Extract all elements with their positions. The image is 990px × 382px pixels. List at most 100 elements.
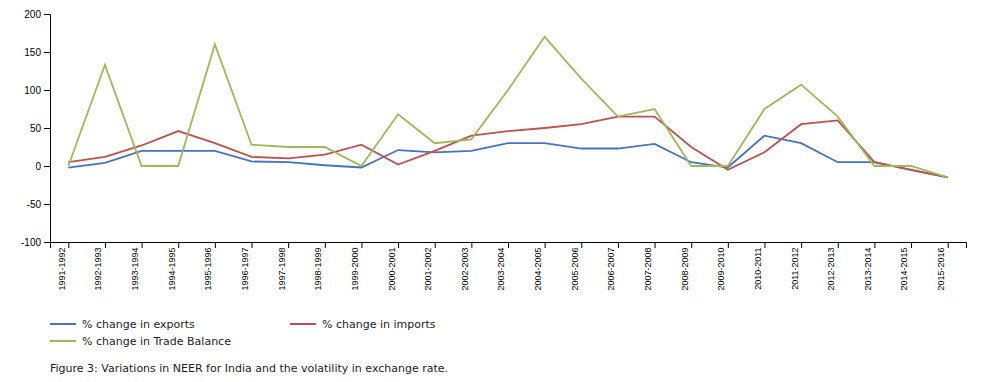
x-tick-mark xyxy=(545,242,546,248)
x-tick-mark xyxy=(471,242,472,248)
series-line xyxy=(68,136,947,178)
x-tick-label: 1993-1994 xyxy=(130,247,140,290)
x-tick-mark xyxy=(728,242,729,248)
x-tick-mark xyxy=(252,242,253,248)
x-tick-mark xyxy=(68,242,69,248)
x-tick: 2001-2002 xyxy=(423,242,435,290)
x-tick-label: 2015-2016 xyxy=(936,247,946,290)
x-tick: 2010-2011 xyxy=(753,242,765,290)
x-tick: 2005-2006 xyxy=(570,242,582,290)
x-tick: 1998-1999 xyxy=(313,242,325,290)
x-tick-mark xyxy=(508,242,509,248)
x-tick-label: 1997-1998 xyxy=(277,247,287,290)
x-tick-label: 1992-1993 xyxy=(93,247,103,290)
x-tick: 2009-2010 xyxy=(716,242,728,290)
x-tick-label: 1999-2000 xyxy=(350,247,360,290)
y-tick: 150 xyxy=(24,47,50,58)
x-tick: 1999-2000 xyxy=(350,242,362,290)
x-tick: 1997-1998 xyxy=(277,242,289,290)
plot: -100-500501001502001991-19921992-1993199… xyxy=(21,9,967,291)
x-tick-label: 1995-1996 xyxy=(203,247,213,290)
y-tick-label: 0 xyxy=(35,161,41,172)
x-tick: 2002-2003 xyxy=(460,242,472,290)
x-tick-mark xyxy=(105,242,106,248)
x-tick-mark xyxy=(874,242,875,248)
x-tick-label: 2002-2003 xyxy=(460,247,470,290)
y-tick-label: -50 xyxy=(27,199,42,210)
series-group xyxy=(68,37,947,178)
legend-item: % change in Trade Balance xyxy=(50,335,231,348)
y-tick-mark xyxy=(44,14,50,15)
legend-label: % change in imports xyxy=(322,318,436,331)
x-tick-label: 1994-1995 xyxy=(167,247,177,290)
x-tick-label: 2010-2011 xyxy=(753,247,763,289)
x-tick-mark xyxy=(142,242,143,248)
x-tick-mark xyxy=(691,242,692,248)
x-tick-mark xyxy=(618,242,619,248)
x-tick-label: 2006-2007 xyxy=(606,247,616,290)
legend-swatch xyxy=(290,323,316,325)
x-axis-line xyxy=(51,243,967,249)
x-tick-mark xyxy=(948,242,949,248)
x-tick-mark xyxy=(178,242,179,248)
x-tick: 2006-2007 xyxy=(606,242,618,290)
y-tick-mark xyxy=(44,52,50,53)
x-tick-label: 2005-2006 xyxy=(570,247,580,290)
y-tick-mark xyxy=(44,204,50,205)
y-axis: -100 -50 0 50 100 150 200 xyxy=(21,9,51,248)
legend-item: % change in imports xyxy=(290,318,436,331)
x-tick-mark xyxy=(655,242,656,248)
legend-label: % change in Trade Balance xyxy=(82,335,231,348)
y-tick: 0 xyxy=(35,161,50,172)
x-tick-label: 2000-2001 xyxy=(387,247,397,290)
x-tick: 2007-2008 xyxy=(643,242,655,290)
x-tick-label: 1991-1992 xyxy=(57,247,67,290)
x-tick: 2008-2009 xyxy=(680,242,692,290)
x-tick: 1994-1995 xyxy=(167,242,179,290)
x-tick-label: 2009-2010 xyxy=(716,247,726,290)
x-tick-label: 2001-2002 xyxy=(423,247,433,290)
x-tick: 2004-2005 xyxy=(533,242,545,290)
y-tick: 200 xyxy=(24,9,50,20)
x-tick-label: 1998-1999 xyxy=(313,247,323,290)
x-tick-mark xyxy=(435,242,436,248)
y-tick: 100 xyxy=(24,85,50,96)
y-tick-mark xyxy=(44,90,50,91)
y-tick-mark xyxy=(44,166,50,167)
x-tick: 1992-1993 xyxy=(93,242,105,290)
x-tick: 2014-2015 xyxy=(899,242,911,290)
x-tick-mark xyxy=(398,242,399,248)
x-tick-label: 2007-2008 xyxy=(643,247,653,290)
x-axis: 1991-1992 1992-1993 1993-1994 1994-1995 1995… xyxy=(51,242,967,290)
y-tick-label: 100 xyxy=(24,85,41,96)
x-tick-label: 2008-2009 xyxy=(680,247,690,290)
x-tick-mark xyxy=(215,242,216,248)
x-tick: 1996-1997 xyxy=(240,242,252,290)
x-tick-mark xyxy=(801,242,802,248)
y-tick-label: 200 xyxy=(24,9,41,20)
y-tick: 50 xyxy=(30,123,50,134)
x-tick-label: 2011-2012 xyxy=(790,247,800,289)
chart: -100-500501001502001991-19921992-1993199… xyxy=(0,0,990,382)
x-tick: 2012-2013 xyxy=(826,242,838,290)
legend-label: % change in exports xyxy=(82,318,195,331)
y-tick-mark xyxy=(44,128,50,129)
y-axis-line xyxy=(44,15,51,243)
x-tick-mark xyxy=(581,242,582,248)
x-tick-mark xyxy=(325,242,326,248)
y-tick-label: 50 xyxy=(30,123,42,134)
legend-item: % change in exports xyxy=(50,318,195,331)
x-tick-label: 2003-2004 xyxy=(496,247,506,290)
x-tick: 2015-2016 xyxy=(936,242,948,290)
x-tick-label: 2013-2014 xyxy=(863,247,873,290)
x-tick: 2011-2012 xyxy=(790,242,802,290)
series-line xyxy=(68,117,947,178)
x-tick: 2000-2001 xyxy=(387,242,399,290)
x-tick: 2013-2014 xyxy=(863,242,875,290)
y-tick-label: -100 xyxy=(21,237,41,248)
y-tick-label: 150 xyxy=(24,47,41,58)
legend-swatch xyxy=(50,340,76,342)
series-line xyxy=(68,37,947,178)
legend-swatch xyxy=(50,323,76,325)
y-tick: -100 xyxy=(21,237,50,248)
